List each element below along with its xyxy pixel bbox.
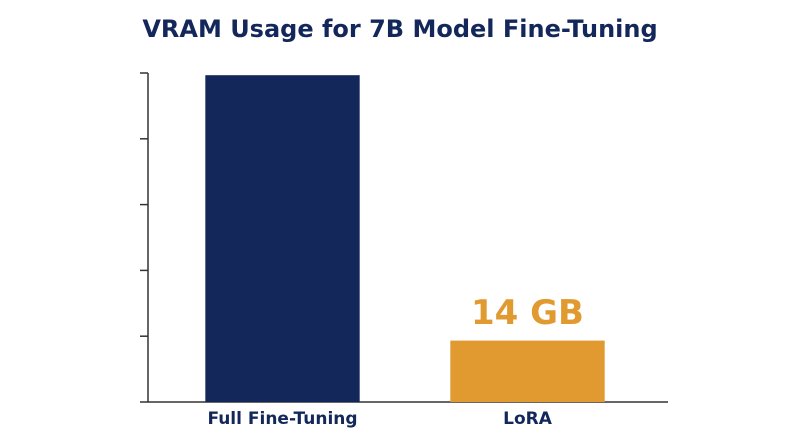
bar — [450, 340, 605, 402]
bar — [205, 75, 360, 403]
x-tick-label: Full Fine-Tuning — [207, 409, 357, 429]
x-tick-label: LoRA — [503, 409, 553, 429]
value-label: 14 GB — [471, 293, 584, 333]
chart-title: VRAM Usage for 7B Model Fine-Tuning — [142, 15, 657, 43]
